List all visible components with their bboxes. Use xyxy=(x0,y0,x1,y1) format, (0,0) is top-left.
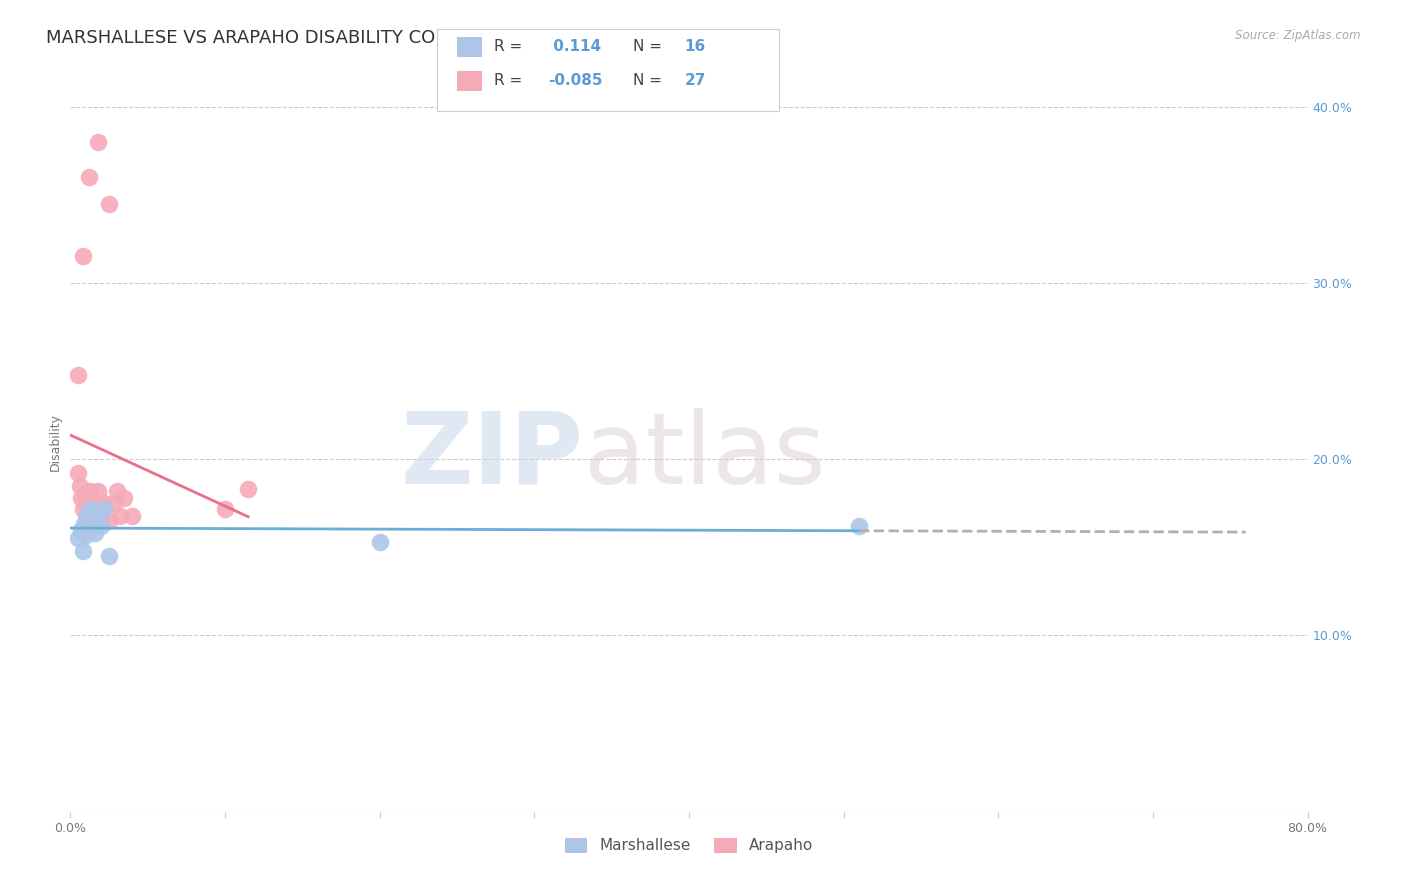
Point xyxy=(69,478,91,492)
Text: atlas: atlas xyxy=(583,408,825,505)
Point xyxy=(82,501,105,516)
Point xyxy=(79,483,101,498)
Point xyxy=(75,508,97,523)
Point xyxy=(84,526,107,541)
Point xyxy=(70,523,93,537)
Point xyxy=(214,501,236,516)
Point xyxy=(114,491,135,505)
Point xyxy=(76,508,98,523)
Text: 16: 16 xyxy=(685,39,706,54)
Point xyxy=(90,508,112,523)
Point xyxy=(105,483,128,498)
Text: MARSHALLESE VS ARAPAHO DISABILITY CORRELATION CHART: MARSHALLESE VS ARAPAHO DISABILITY CORREL… xyxy=(46,29,603,47)
Point xyxy=(67,467,90,481)
Text: N =: N = xyxy=(633,73,666,87)
Point xyxy=(87,135,110,149)
Point xyxy=(67,368,90,382)
Point xyxy=(238,482,260,496)
Point xyxy=(93,496,115,510)
Text: ZIP: ZIP xyxy=(401,408,583,505)
Point xyxy=(73,517,96,532)
Point xyxy=(77,496,100,510)
Point xyxy=(75,528,97,542)
Point xyxy=(90,519,112,533)
Point xyxy=(368,535,391,549)
Point xyxy=(77,170,100,185)
Point xyxy=(72,250,94,264)
Point xyxy=(80,514,103,528)
Point xyxy=(103,496,125,510)
Text: -0.085: -0.085 xyxy=(548,73,603,87)
Text: R =: R = xyxy=(494,39,527,54)
Point xyxy=(848,519,870,533)
Text: 27: 27 xyxy=(685,73,706,87)
Point xyxy=(87,505,110,519)
Text: Source: ZipAtlas.com: Source: ZipAtlas.com xyxy=(1236,29,1361,43)
Point xyxy=(77,519,100,533)
Point xyxy=(93,501,115,516)
Point xyxy=(87,483,110,498)
Point xyxy=(72,544,94,558)
Legend: Marshallese, Arapaho: Marshallese, Arapaho xyxy=(558,831,820,860)
Point xyxy=(98,549,120,563)
Point xyxy=(108,508,131,523)
Point xyxy=(98,196,120,211)
Text: R =: R = xyxy=(494,73,527,87)
Point xyxy=(121,508,143,523)
Point xyxy=(67,532,90,546)
Text: 0.114: 0.114 xyxy=(548,39,602,54)
Point xyxy=(70,491,93,505)
Text: N =: N = xyxy=(633,39,666,54)
Y-axis label: Disability: Disability xyxy=(49,412,62,471)
Point xyxy=(86,496,108,510)
Point xyxy=(73,487,96,501)
Point xyxy=(98,514,120,528)
Point xyxy=(72,501,94,516)
Point xyxy=(84,514,107,528)
Point xyxy=(79,501,101,516)
